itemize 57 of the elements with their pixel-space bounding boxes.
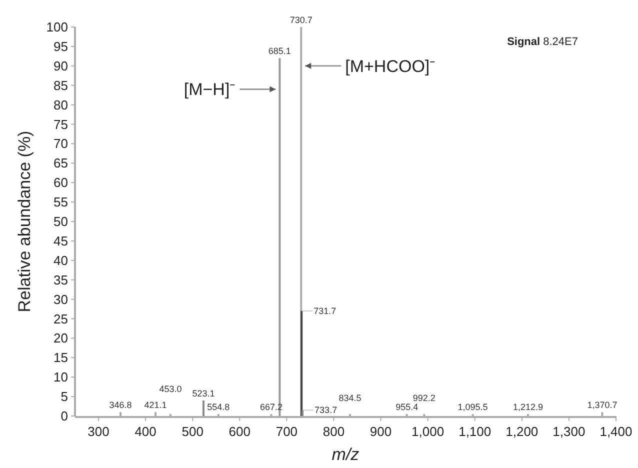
y-tick-label: 95 bbox=[54, 38, 68, 54]
annotation: 523.1 bbox=[192, 388, 215, 398]
x-tick-label: 700 bbox=[276, 424, 298, 439]
bar bbox=[302, 410, 304, 416]
x-tick-label: 300 bbox=[88, 424, 110, 439]
y-tick-label: 55 bbox=[54, 194, 68, 210]
annotation: 346.8 bbox=[109, 400, 132, 410]
x-tick-label: 1,400 bbox=[600, 424, 632, 439]
annotation: 1,370.7 bbox=[587, 400, 618, 410]
y-axis-title: Relative abundance (%) bbox=[15, 130, 34, 312]
y-tick-label: 80 bbox=[54, 97, 68, 112]
y-tick-label: 45 bbox=[54, 233, 68, 248]
y-tick-label: 20 bbox=[54, 330, 68, 346]
x-tick-label: 1,000 bbox=[412, 424, 444, 439]
annotation: [M+HCOO]⁻ bbox=[345, 56, 436, 76]
y-tick-label: 90 bbox=[54, 58, 68, 74]
y-tick-label: 10 bbox=[54, 370, 68, 385]
x-tick-label: 1,100 bbox=[458, 424, 492, 439]
y-tick-label: 70 bbox=[54, 136, 68, 152]
x-tick-label: 400 bbox=[134, 424, 156, 439]
annotation: 1,095.5 bbox=[458, 402, 488, 412]
y-tick-label: 5 bbox=[60, 389, 68, 404]
y-tick-label: 25 bbox=[54, 311, 68, 326]
x-tick-label: 800 bbox=[322, 424, 345, 439]
annotation: 453.0 bbox=[159, 384, 182, 394]
bar bbox=[202, 400, 204, 416]
annotation: Signal 8.24E7 bbox=[507, 36, 578, 48]
y-tick-label: 100 bbox=[46, 20, 68, 34]
annotation: 421.1 bbox=[144, 400, 167, 410]
y-tick-label: 40 bbox=[54, 252, 68, 268]
annotation: 834.5 bbox=[338, 393, 362, 404]
annotation: [M−H]⁻ bbox=[184, 80, 236, 100]
y-tick-label: 50 bbox=[54, 214, 68, 229]
annotation: 730.7 bbox=[290, 15, 312, 25]
y-tick-label: 30 bbox=[54, 292, 68, 307]
y-tick-label: 60 bbox=[54, 175, 68, 190]
annotation: 992.2 bbox=[412, 393, 436, 404]
x-axis-title: m/z bbox=[332, 445, 360, 464]
y-tick-label: 0 bbox=[60, 408, 68, 424]
y-tick-label: 65 bbox=[54, 156, 68, 171]
x-tick-label: 1,200 bbox=[506, 424, 538, 439]
x-tick-label: 500 bbox=[182, 424, 204, 439]
bar bbox=[300, 310, 303, 416]
x-tick-label: 900 bbox=[370, 424, 392, 439]
y-tick-label: 75 bbox=[54, 116, 68, 132]
annotation: 733.7 bbox=[314, 405, 338, 416]
annotation: 731.7 bbox=[314, 306, 336, 316]
x-tick-label: 1,300 bbox=[552, 424, 586, 439]
y-tick-label: 35 bbox=[54, 272, 68, 288]
annotation: 955.4 bbox=[396, 402, 418, 412]
y-tick-label: 15 bbox=[54, 350, 68, 366]
annotation: 685.1 bbox=[268, 46, 291, 56]
annotation: 667.2 bbox=[260, 402, 283, 412]
y-tick-label: 85 bbox=[54, 78, 68, 93]
annotation: 554.8 bbox=[207, 402, 230, 412]
annotation: 1,212.9 bbox=[512, 402, 543, 412]
x-tick-label: 600 bbox=[228, 424, 251, 439]
